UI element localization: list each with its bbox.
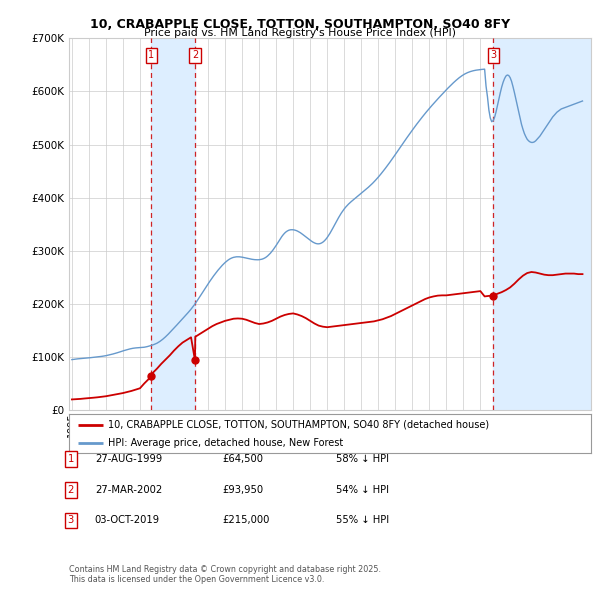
Text: 54% ↓ HPI: 54% ↓ HPI <box>336 485 389 494</box>
Text: £93,950: £93,950 <box>222 485 263 494</box>
Text: 03-OCT-2019: 03-OCT-2019 <box>95 516 160 525</box>
Text: £215,000: £215,000 <box>222 516 269 525</box>
Bar <box>151 38 195 410</box>
Text: £64,500: £64,500 <box>222 454 263 464</box>
Text: 10, CRABAPPLE CLOSE, TOTTON, SOUTHAMPTON, SO40 8FY: 10, CRABAPPLE CLOSE, TOTTON, SOUTHAMPTON… <box>90 18 510 31</box>
Text: 3: 3 <box>68 516 74 525</box>
Text: 1: 1 <box>68 454 74 464</box>
Text: 2: 2 <box>68 485 74 494</box>
Text: HPI: Average price, detached house, New Forest: HPI: Average price, detached house, New … <box>108 438 343 448</box>
Text: 58% ↓ HPI: 58% ↓ HPI <box>336 454 389 464</box>
Text: 27-AUG-1999: 27-AUG-1999 <box>95 454 162 464</box>
Text: 10, CRABAPPLE CLOSE, TOTTON, SOUTHAMPTON, SO40 8FY (detached house): 10, CRABAPPLE CLOSE, TOTTON, SOUTHAMPTON… <box>108 419 489 430</box>
Text: 1: 1 <box>148 50 154 60</box>
Text: 2: 2 <box>192 50 198 60</box>
Text: Contains HM Land Registry data © Crown copyright and database right 2025.
This d: Contains HM Land Registry data © Crown c… <box>69 565 381 584</box>
Bar <box>493 38 591 410</box>
Text: 55% ↓ HPI: 55% ↓ HPI <box>336 516 389 525</box>
Text: Price paid vs. HM Land Registry's House Price Index (HPI): Price paid vs. HM Land Registry's House … <box>144 28 456 38</box>
Text: 3: 3 <box>490 50 496 60</box>
Text: 27-MAR-2002: 27-MAR-2002 <box>95 485 162 494</box>
